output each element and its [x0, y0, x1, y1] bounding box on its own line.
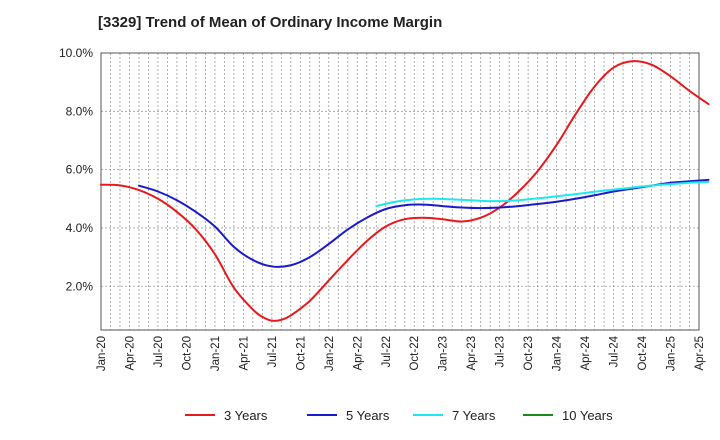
series-line-3: [375, 180, 710, 208]
x-tick-label: Jan-22: [324, 336, 336, 371]
series-line-2: [137, 178, 710, 268]
x-tick-label: Apr-25: [694, 336, 706, 371]
x-tick-label: Jan-20: [96, 336, 108, 371]
legend-layer: 3 Years 5 Years 7 Years 10 Years: [185, 408, 613, 423]
x-tick-label: Jul-22: [381, 336, 393, 367]
y-tick-label: 6.0%: [66, 163, 94, 177]
x-tick-label: Jul-23: [495, 336, 507, 367]
legend-label-4: 10 Years: [562, 408, 613, 423]
legend-label-3: 7 Years: [452, 408, 496, 423]
y-tick-label: 10.0%: [59, 46, 93, 60]
x-tick-label: Oct-24: [637, 335, 649, 370]
x-tick-label: Jan-23: [438, 336, 450, 371]
chart-title: [3329] Trend of Mean of Ordinary Income …: [98, 14, 443, 31]
x-tick-label: Oct-20: [181, 336, 193, 371]
x-tick-label: Apr-23: [466, 336, 478, 371]
series-line-1: [100, 60, 710, 322]
x-tick-label: Jan-21: [210, 336, 222, 371]
x-tick-label: Apr-24: [580, 335, 592, 370]
x-tick-label: Jul-24: [609, 335, 621, 367]
legend-label-1: 3 Years: [224, 408, 268, 423]
x-tick-label: Jul-21: [267, 336, 279, 367]
x-tick-label: Apr-22: [352, 336, 364, 371]
legend-label-2: 5 Years: [346, 408, 390, 423]
x-tick-label: Oct-21: [295, 336, 307, 371]
y-tick-label: 8.0%: [66, 104, 94, 118]
y-tick-label: 2.0%: [66, 279, 94, 293]
x-tick-label: Jan-25: [666, 336, 678, 371]
axis-layer: 2.0% 4.0% 6.0% 8.0% 10.0% Jan-20 Apr-20 Jul-20 O…: [59, 46, 706, 371]
x-tick-label: Apr-21: [238, 336, 250, 371]
plot-frame: [100, 52, 700, 331]
x-tick-label: Oct-22: [409, 336, 421, 371]
series-layer: [100, 60, 710, 322]
x-tick-label: Jan-24: [552, 335, 564, 371]
y-tick-label: 4.0%: [66, 221, 94, 235]
x-tick-label: Apr-20: [124, 336, 136, 371]
x-tick-label: Oct-23: [523, 336, 535, 371]
x-tick-label: Jul-20: [153, 336, 165, 367]
